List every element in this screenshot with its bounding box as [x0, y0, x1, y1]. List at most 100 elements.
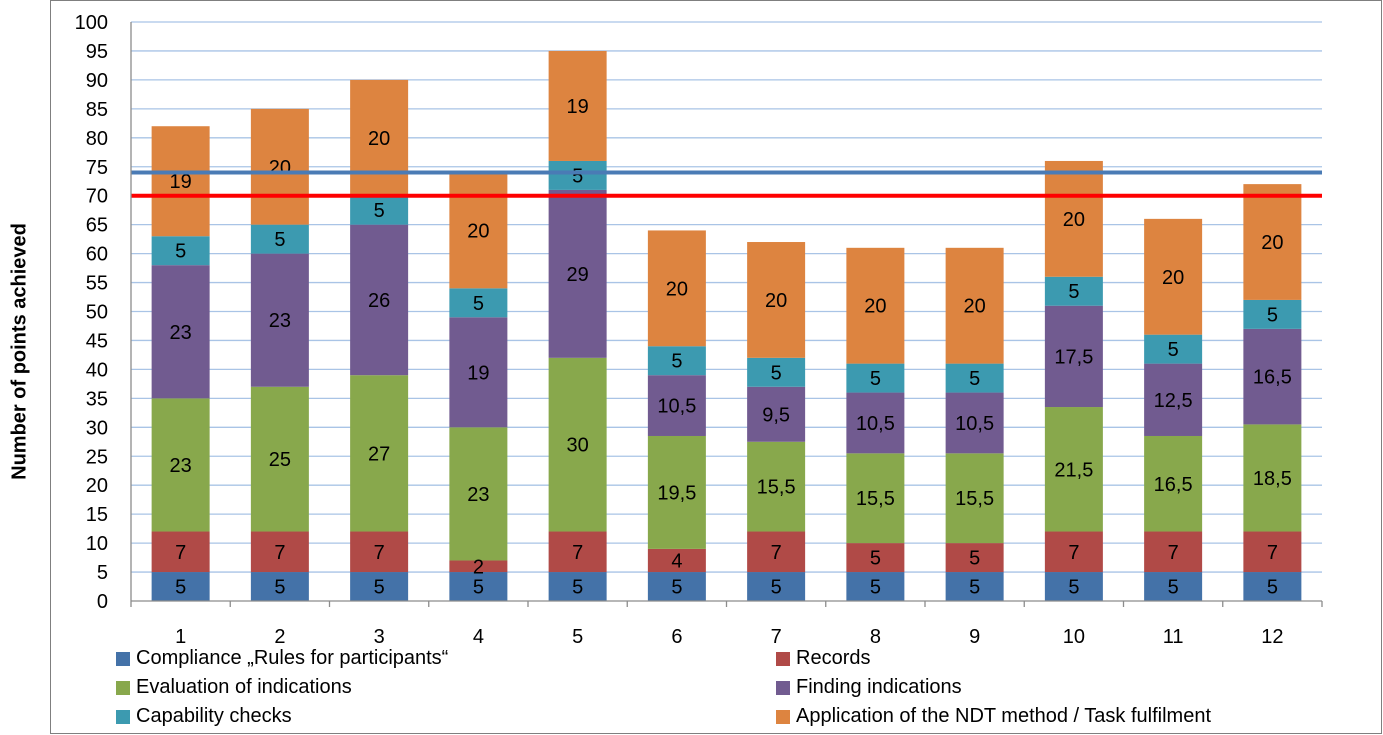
data-label: 5	[671, 577, 682, 599]
legend-label: Evaluation of indications	[136, 676, 352, 698]
bar-segment	[1044, 407, 1103, 532]
data-label: 27	[368, 443, 390, 465]
chart-frame	[50, 0, 1382, 734]
data-label: 16,5	[1154, 474, 1193, 496]
data-label: 5	[870, 368, 881, 390]
bar-segment	[1044, 572, 1103, 601]
data-label: 7	[572, 542, 583, 564]
stacked-bar-chart: 5723235195725235205727265205223195205730…	[75, 12, 1323, 648]
bar-segment	[250, 224, 309, 254]
y-tick-label: 15	[86, 504, 108, 526]
bar-segment	[449, 427, 508, 561]
bar-segment	[1044, 531, 1103, 573]
bar-segment	[647, 435, 706, 549]
y-tick-label: 55	[86, 273, 108, 295]
bar-segment	[1044, 160, 1103, 277]
bar-segment	[151, 531, 210, 573]
bar-segment	[350, 195, 409, 225]
x-tick-label: 1	[175, 626, 186, 648]
legend-label: Capability checks	[136, 705, 292, 727]
bar-segment	[250, 386, 309, 532]
bar-segment	[1243, 531, 1302, 573]
data-label: 23	[269, 310, 291, 332]
data-label: 25	[269, 449, 291, 471]
bar-segment	[548, 531, 607, 573]
x-tick-label: 2	[274, 626, 285, 648]
data-label: 20	[864, 296, 886, 318]
bar-segment	[548, 160, 607, 190]
y-tick-label: 85	[86, 99, 108, 121]
data-label: 23	[170, 455, 192, 477]
data-label: 10,5	[856, 413, 895, 435]
bar-segment	[449, 172, 508, 289]
bar-segment	[945, 247, 1004, 364]
data-label: 5	[771, 362, 782, 384]
reference-lines	[131, 170, 1322, 198]
legend-item: Evaluation of indications	[116, 676, 352, 699]
bar-segment	[846, 392, 905, 454]
data-label: 7	[771, 542, 782, 564]
legend-label: Compliance „Rules for participants“	[136, 647, 449, 669]
bar-segment	[647, 230, 706, 347]
data-label: 7	[374, 542, 385, 564]
data-label: 7	[175, 542, 186, 564]
bar-segment	[945, 543, 1004, 573]
bar-segment	[1144, 218, 1203, 335]
bar-segment	[350, 375, 409, 532]
legend-label: Finding indications	[796, 676, 962, 698]
data-label: 5	[771, 577, 782, 599]
bar-segment	[846, 453, 905, 544]
bar-segment	[1243, 184, 1302, 300]
legend-swatch	[776, 709, 790, 724]
bar-segment	[846, 572, 905, 601]
y-tick-label: 0	[97, 591, 108, 613]
bar-segment	[449, 288, 508, 318]
bar-segment	[647, 346, 706, 376]
bar-segment	[250, 572, 309, 601]
y-tick-label: 40	[86, 359, 108, 381]
data-label: 5	[473, 577, 484, 599]
bar-segment	[548, 50, 607, 161]
y-tick-label: 60	[86, 244, 108, 266]
y-tick-label: 10	[86, 533, 108, 555]
data-label: 16,5	[1253, 367, 1292, 389]
data-label: 17,5	[1054, 346, 1093, 368]
y-tick-label: 70	[86, 186, 108, 208]
data-label: 20	[1261, 232, 1283, 254]
bar-segment	[250, 108, 309, 225]
legend-swatch	[776, 651, 790, 666]
y-tick-label: 45	[86, 330, 108, 352]
bar-segment	[449, 317, 508, 428]
bars	[151, 50, 1302, 601]
data-label: 23	[170, 322, 192, 344]
data-label: 9,5	[762, 404, 790, 426]
bar-segment	[846, 247, 905, 364]
data-label: 5	[175, 577, 186, 599]
bar-segment	[747, 572, 806, 601]
bar-segment	[747, 242, 806, 358]
x-tick-label: 4	[473, 626, 484, 648]
bar-segment	[1144, 363, 1203, 436]
data-label: 7	[274, 542, 285, 564]
data-label: 10,5	[955, 413, 994, 435]
data-labels: 5723235195725235205727265205223195205730…	[170, 96, 1292, 599]
data-label: 5	[274, 229, 285, 251]
gridlines	[131, 21, 1322, 573]
data-label: 21,5	[1054, 459, 1093, 481]
data-label: 5	[572, 165, 583, 187]
bar-segment	[548, 572, 607, 601]
bar-segment	[250, 253, 309, 387]
bar-segment	[449, 572, 508, 601]
axes: 0510152025303540455055606570758085909510…	[75, 12, 1323, 648]
y-tick-label: 50	[86, 302, 108, 324]
data-label: 19,5	[657, 482, 696, 504]
bar-segment	[1144, 334, 1203, 364]
legend-swatch	[116, 651, 130, 666]
bar-segment	[747, 441, 806, 532]
bar-segment	[151, 236, 210, 266]
data-label: 19	[567, 96, 589, 118]
data-label: 5	[1168, 577, 1179, 599]
bar-segment	[449, 560, 508, 573]
data-label: 7	[1068, 542, 1079, 564]
bar-segment	[945, 363, 1004, 393]
